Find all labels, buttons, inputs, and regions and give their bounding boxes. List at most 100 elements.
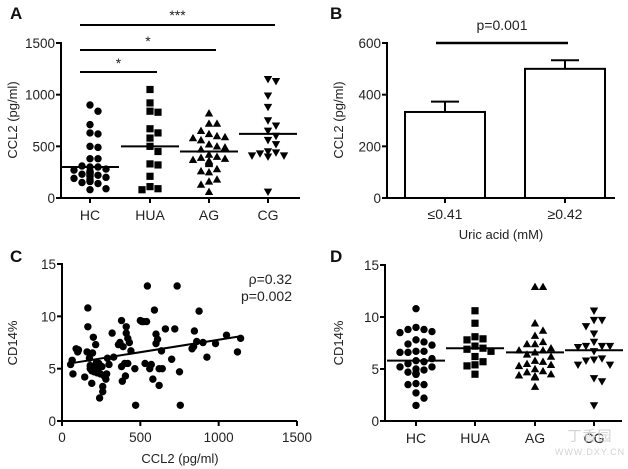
data-point (70, 174, 78, 183)
data-point (195, 307, 203, 315)
data-point (428, 327, 436, 336)
data-point (95, 394, 104, 402)
data-point (121, 372, 130, 380)
data-point (222, 331, 231, 339)
series-hc (387, 304, 445, 410)
data-point (271, 78, 281, 86)
data-point (204, 159, 214, 168)
data-point (412, 370, 420, 378)
x-tick-label: 1500 (282, 430, 312, 445)
data-point (546, 352, 556, 360)
y-tick-label: 10 (41, 309, 56, 324)
y-tick-label: 500 (32, 139, 55, 154)
data-point (204, 129, 214, 138)
data-point (247, 152, 257, 160)
watermark: 丁香园 WWW.DXY.CN (555, 428, 624, 457)
data-point (155, 381, 163, 390)
data-point (91, 340, 100, 349)
data-point (146, 134, 154, 142)
y-tick-label: 200 (358, 139, 381, 154)
panel-letter: B (330, 4, 342, 23)
data-point (99, 382, 107, 391)
x-tick-label: HC (80, 207, 100, 223)
data-point (589, 348, 599, 356)
significance-label: * (145, 33, 151, 49)
data-point (212, 119, 222, 127)
data-point (88, 379, 96, 388)
p-value-label: p=0.001 (477, 17, 528, 33)
data-point (263, 117, 273, 125)
data-point (212, 131, 222, 140)
y-tick-label: 5 (48, 362, 56, 377)
y-tick-label: 0 (371, 414, 379, 429)
data-point (589, 402, 599, 410)
series-cg (565, 307, 623, 410)
data-point (94, 171, 102, 179)
y-axis-label: CD14% (5, 320, 20, 365)
data-point (581, 357, 591, 365)
data-point (84, 304, 92, 312)
data-point (131, 401, 140, 409)
data-point (86, 142, 94, 151)
data-point (142, 317, 151, 326)
data-point (420, 347, 428, 356)
data-point (220, 143, 230, 151)
data-point (94, 130, 102, 138)
data-point (190, 327, 199, 335)
data-point (196, 166, 206, 175)
data-point (263, 75, 273, 84)
regression-line (69, 335, 241, 365)
data-point (597, 355, 607, 363)
data-point (108, 329, 116, 337)
panel-b: B 0 200 400 600 CCL2 (pg/ml) ≤0.41 ≥0.42 p=0.001… (330, 4, 615, 242)
data-point (89, 333, 98, 341)
data-point (404, 360, 412, 368)
data-point (154, 108, 162, 116)
data-point (546, 360, 556, 369)
data-point (589, 307, 599, 315)
data-point (204, 140, 214, 148)
y-tick-label: 10 (364, 310, 379, 325)
data-point (117, 316, 126, 325)
data-point (404, 368, 412, 376)
data-point (124, 359, 132, 368)
data-point (420, 394, 428, 402)
x-axis-label: CCL2 (pg/ml) (141, 451, 218, 466)
data-point (530, 282, 540, 291)
data-point (471, 370, 479, 378)
data-point (412, 323, 420, 332)
data-point (428, 341, 436, 349)
data-point (463, 336, 471, 344)
data-point (83, 348, 91, 356)
data-point (522, 367, 532, 376)
data-point (81, 373, 89, 381)
data-point (233, 348, 242, 356)
data-point (530, 356, 540, 364)
data-point (589, 338, 599, 347)
x-tick-label: HUA (460, 430, 490, 446)
data-point (146, 85, 154, 94)
data-point (86, 186, 94, 194)
data-point (204, 187, 214, 195)
data-point (105, 360, 113, 369)
data-point (203, 353, 211, 361)
data-point (463, 345, 471, 353)
data-point (514, 371, 524, 379)
significance-label: *** (169, 7, 186, 23)
data-point (171, 325, 179, 333)
data-point (546, 370, 556, 378)
data-point (471, 361, 479, 369)
data-point (514, 361, 524, 370)
data-point (146, 107, 154, 115)
data-point (70, 166, 78, 174)
data-point (538, 366, 548, 375)
data-point (420, 338, 428, 346)
data-point (404, 348, 412, 357)
x-tick-label: HUA (135, 207, 165, 223)
panel-d: D 0 5 10 15 CD14% HC HUA AG CG (330, 247, 623, 446)
data-point (581, 323, 591, 331)
data-point (146, 172, 154, 180)
data-point (396, 328, 404, 337)
data-point (138, 186, 146, 194)
data-point (530, 339, 540, 348)
